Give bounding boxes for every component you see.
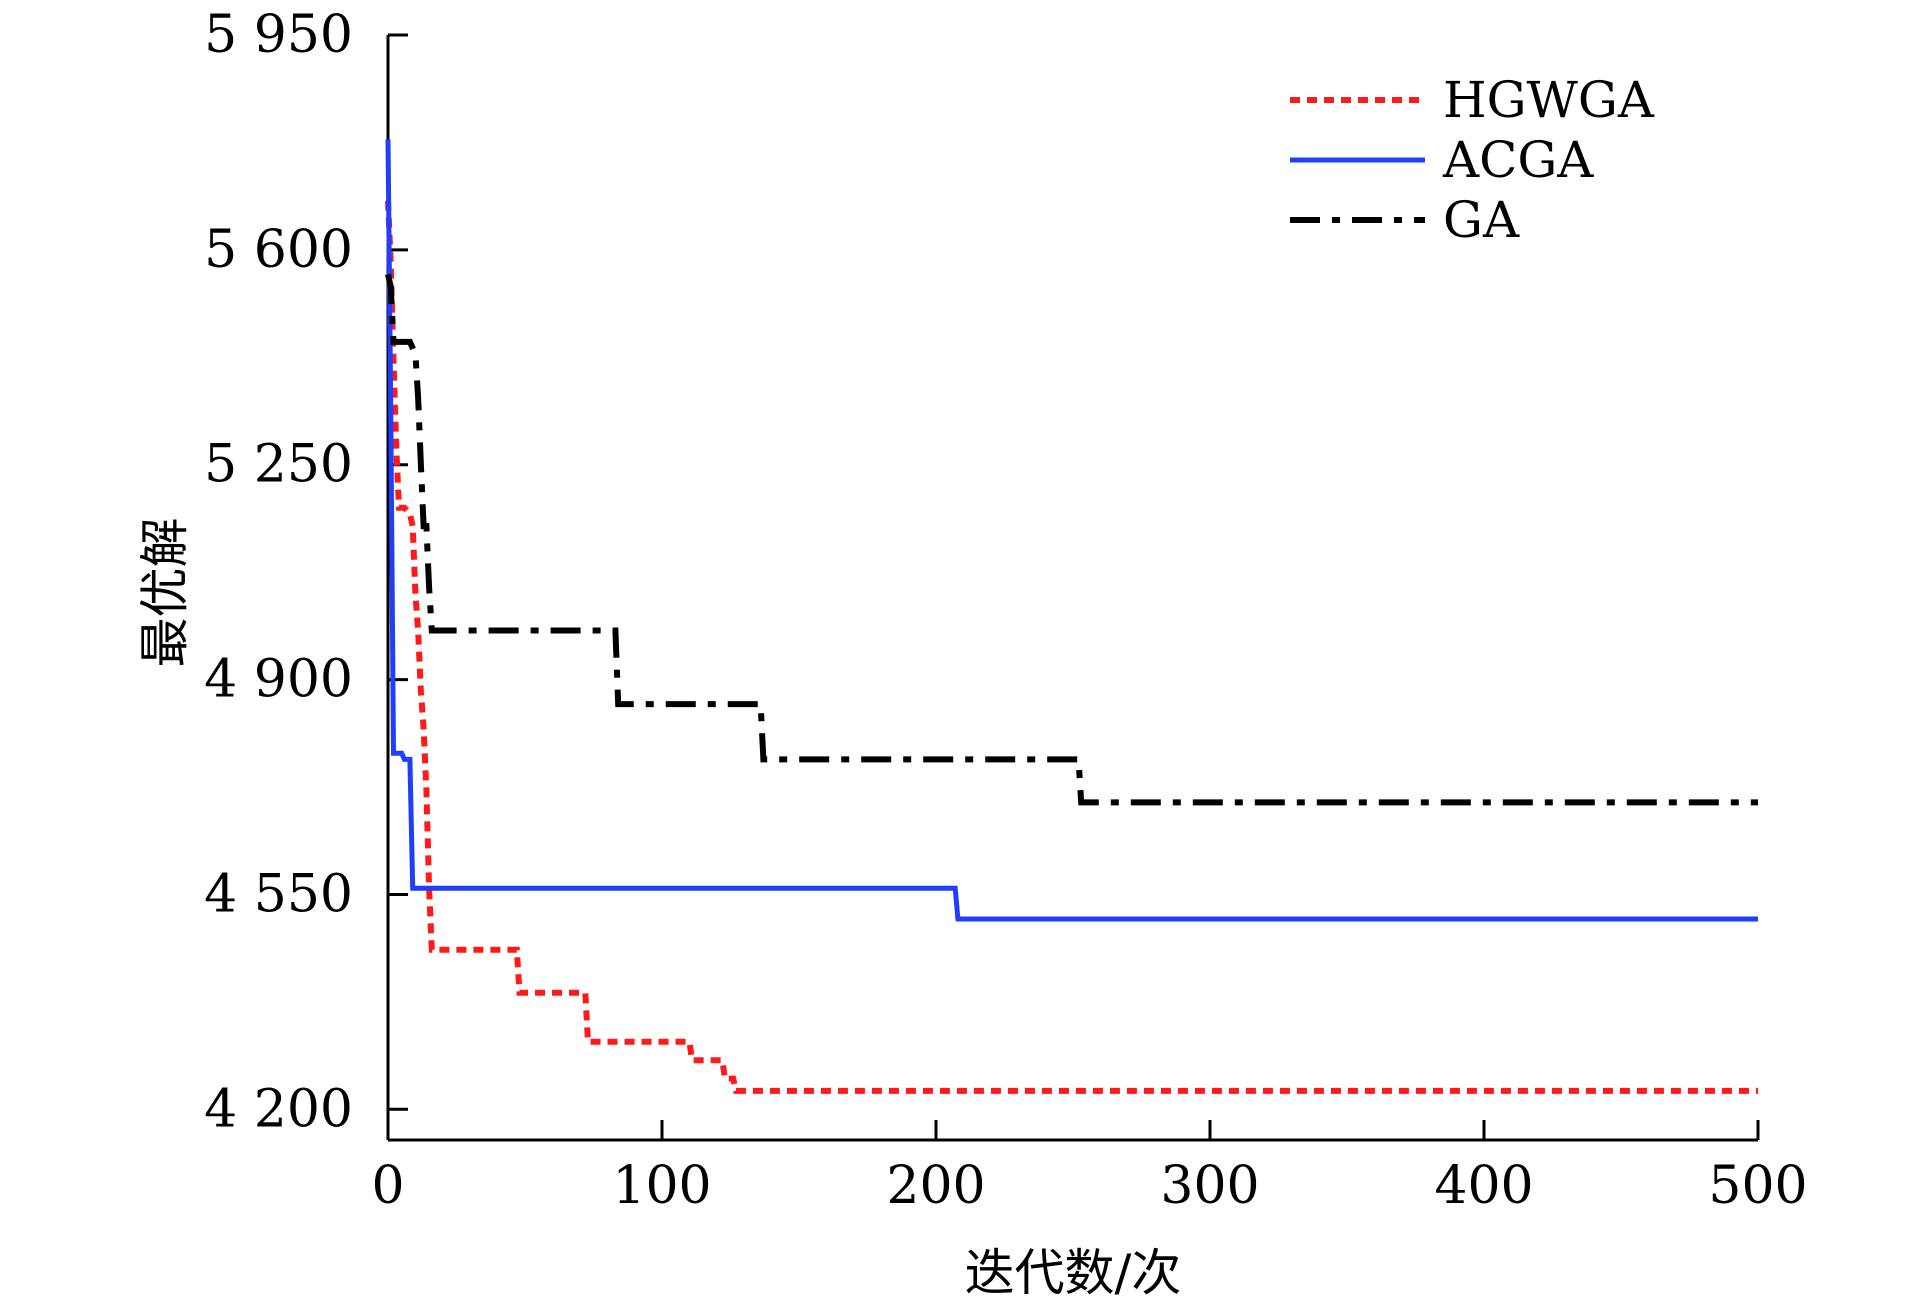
y-tick-label: 4 900	[204, 650, 353, 710]
legend-label: ACGA	[1442, 131, 1594, 189]
series-line-hgwga	[385, 200, 1758, 1094]
y-tick-label: 5 950	[204, 5, 353, 65]
legend-label: HGWGA	[1443, 71, 1655, 129]
x-axis: 0 100 200 300 400 500	[371, 1120, 1808, 1216]
series-line-acga	[385, 139, 1758, 922]
x-tick-label: 300	[1160, 1156, 1259, 1216]
y-tick-label: 5 250	[204, 435, 353, 495]
y-tick-label: 4 550	[204, 864, 353, 924]
y-tick-label: 4 200	[204, 1079, 353, 1139]
series-layer	[385, 139, 1758, 1094]
x-axis-title: 迭代数/次	[965, 1244, 1182, 1299]
y-axis-title: 最优解	[136, 518, 194, 668]
y-axis: 4 200 4 550 4 900 5 250 5 600 5 950	[204, 5, 408, 1140]
y-tick-label: 5 600	[204, 220, 353, 280]
x-tick-label: 0	[371, 1156, 404, 1216]
x-tick-label: 200	[886, 1156, 985, 1216]
series-line-ga	[385, 273, 1758, 806]
x-tick-label: 500	[1708, 1156, 1807, 1216]
x-tick-label: 100	[612, 1156, 711, 1216]
legend-label: GA	[1443, 191, 1520, 249]
x-tick-label: 400	[1434, 1156, 1533, 1216]
